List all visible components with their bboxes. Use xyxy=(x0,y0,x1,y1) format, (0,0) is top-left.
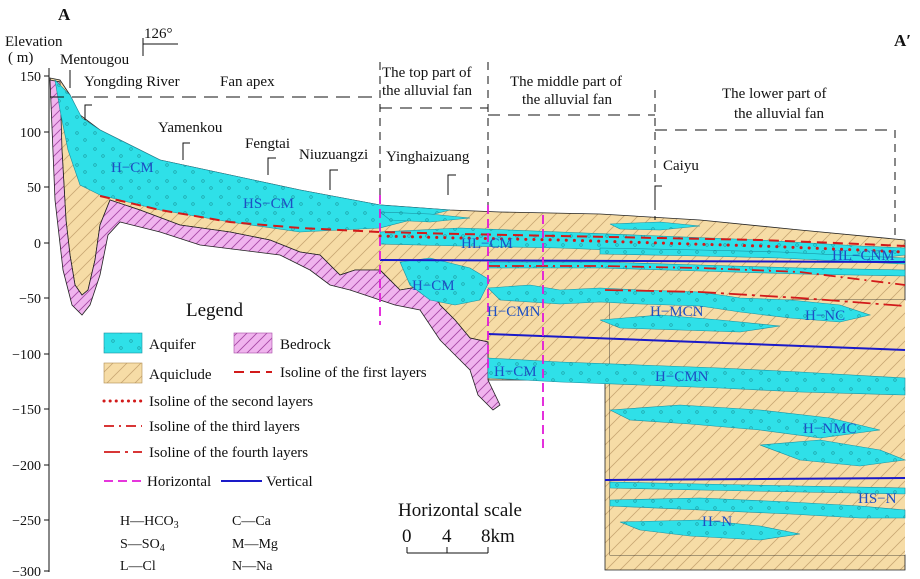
zone-top-line2: the alluvial fan xyxy=(382,83,472,99)
abbr-l: L—Cl xyxy=(120,559,156,574)
legend-aquifer-label: Aquifer xyxy=(149,337,196,353)
isoline-first-layers xyxy=(99,195,906,247)
unit-h-cm-upper: H−CM xyxy=(111,160,154,176)
abbr-n: N—Na xyxy=(232,559,273,574)
y-tick-150: 150 xyxy=(20,70,41,85)
section-end-letter: A′ xyxy=(894,31,911,50)
y-tick-minus-300: −300 xyxy=(12,565,41,579)
aquiclude-body xyxy=(49,77,906,571)
place-caiyu: Caiyu xyxy=(663,158,699,174)
unit-h-n: H−N xyxy=(702,514,732,530)
zone-labels: Yongding River Fan apex The top part of … xyxy=(84,65,827,122)
ion-abbreviations: H—HCO3 S—SO4 L—Cl C—Ca M—Mg N—Na xyxy=(120,514,278,574)
y-axis: 150 100 50 0 −50 −100 −150 −200 −250 −30… xyxy=(12,68,50,579)
legend-isoline-second-label: Isoline of the second layers xyxy=(149,394,313,410)
zone-lower-line1: The lower part of xyxy=(722,86,827,102)
horizontal-section-lines xyxy=(379,195,544,452)
unit-h-cm-lower: H−CM xyxy=(494,364,537,380)
legend: Legend Aquifer Bedrock Aquiclude Isoline… xyxy=(102,300,427,490)
section-start-letter: A xyxy=(58,5,71,24)
unit-hl-cm: HL−CM xyxy=(461,236,513,252)
zone-yongding-river: Yongding River xyxy=(84,74,180,90)
y-tick-minus-50: −50 xyxy=(19,292,41,307)
zone-middle-line1: The middle part of xyxy=(510,74,622,90)
isoline-fourth-layers xyxy=(604,289,906,307)
direction-indicator: 126° xyxy=(142,26,178,56)
place-mentougou: Mentougou xyxy=(60,52,130,68)
y-tick-minus-250: −250 xyxy=(12,514,41,529)
scale-title: Horizontal scale xyxy=(398,500,522,521)
zone-lower-line2: the alluvial fan xyxy=(734,106,824,122)
scale-tick-4: 4 xyxy=(442,526,452,547)
place-fengtai: Fengtai xyxy=(245,136,290,152)
unit-hl-cnm: HL−CNM xyxy=(832,248,895,264)
vertical-section-lines xyxy=(379,259,906,481)
legend-isoline-third-label: Isoline of the third layers xyxy=(149,419,300,435)
unit-h-nc: H−NC xyxy=(805,308,845,324)
y-tick-0: 0 xyxy=(34,237,41,252)
legend-horizontal-label: Horizontal xyxy=(147,474,211,490)
y-axis-label-line1: Elevation xyxy=(5,34,63,50)
zone-middle-line2: the alluvial fan xyxy=(522,92,612,108)
unit-h-cm-middle: H−CM xyxy=(412,278,455,294)
unit-hs-cm: HS−CM xyxy=(243,196,294,212)
legend-vertical-label: Vertical xyxy=(266,474,313,490)
abbr-s: S—SO4 xyxy=(120,537,165,554)
zone-fan-apex: Fan apex xyxy=(220,74,275,90)
scale-tick-8: 8km xyxy=(481,526,515,547)
scale-tick-0: 0 xyxy=(402,526,412,547)
unit-hs-n: HS−N xyxy=(858,491,897,507)
y-tick-100: 100 xyxy=(20,126,41,141)
legend-isoline-fourth-label: Isoline of the fourth layers xyxy=(149,445,308,461)
unit-labels: H−CM HS−CM HL−CM HL−CNM H−CM H−CMN H−MCN… xyxy=(111,160,897,530)
legend-bedrock-swatch xyxy=(233,332,273,354)
isoline-second-layers xyxy=(378,234,907,254)
place-niuzuangzi: Niuzuangzi xyxy=(299,147,368,163)
place-yamenkou: Yamenkou xyxy=(158,120,223,136)
direction-label: 126° xyxy=(144,26,173,42)
legend-aquiclude-swatch xyxy=(103,362,143,384)
isoline-third-layers xyxy=(488,265,906,286)
legend-bedrock-label: Bedrock xyxy=(280,337,331,353)
legend-aquifer-swatch xyxy=(103,332,143,354)
unit-h-cmn-upper: H−CMN xyxy=(487,304,541,320)
y-tick-50: 50 xyxy=(27,181,41,196)
y-tick-minus-150: −150 xyxy=(12,403,41,418)
unit-h-cmn-lower: H−CMN xyxy=(655,369,709,385)
horizontal-scale: Horizontal scale 0 4 8km xyxy=(398,500,522,554)
unit-h-mcn: H−MCN xyxy=(650,304,704,320)
place-names: Mentougou Yamenkou Fengtai Niuzuangzi Yi… xyxy=(60,52,699,205)
legend-title: Legend xyxy=(186,300,243,321)
place-yinghaizuang: Yinghaizuang xyxy=(386,149,470,165)
legend-aquiclude-label: Aquiclude xyxy=(149,367,212,383)
zone-top-line1: The top part of xyxy=(382,65,472,81)
legend-isoline-first-label: Isoline of the first layers xyxy=(280,365,427,381)
abbr-m: M—Mg xyxy=(232,537,278,552)
y-tick-minus-100: −100 xyxy=(12,348,41,363)
abbr-h: H—HCO3 xyxy=(120,514,179,531)
y-tick-minus-200: −200 xyxy=(12,459,41,474)
y-axis-label-line2: ( m) xyxy=(8,50,33,66)
zone-brackets xyxy=(50,62,896,235)
abbr-c: C—Ca xyxy=(232,514,272,529)
unit-h-nmc: H−NMC xyxy=(803,421,856,437)
